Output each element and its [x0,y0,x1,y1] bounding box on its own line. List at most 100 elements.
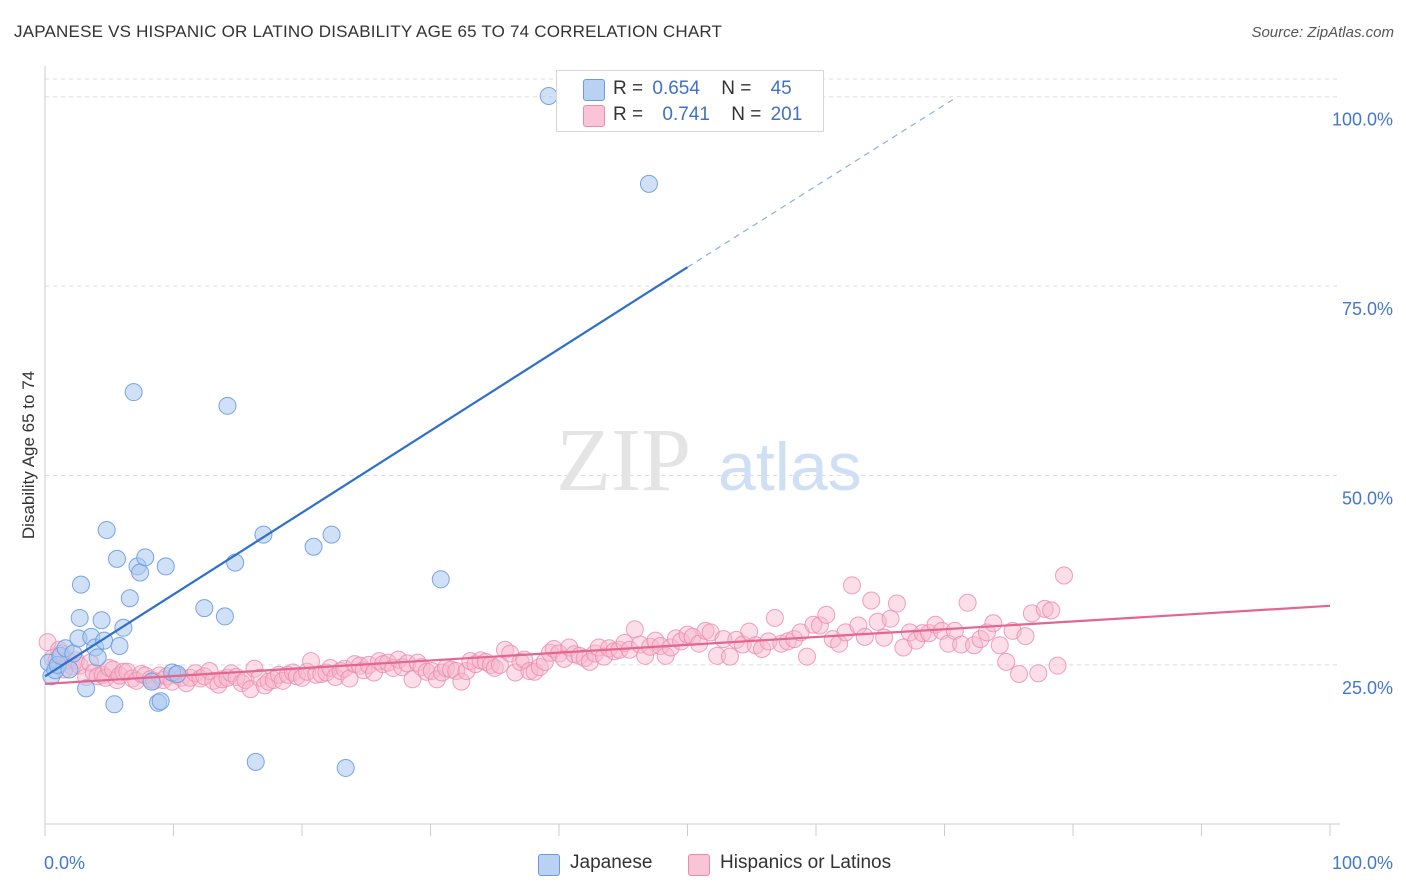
bottom-legend-swatch-japanese [538,854,560,876]
japanese-trend-line [44,266,689,678]
japanese-point [131,563,150,582]
japanese-point [71,575,90,594]
hispanic-point [887,594,906,613]
hispanic-point [810,616,829,635]
hispanic-point [765,608,784,627]
japanese-point [336,758,355,777]
japanese-point [226,553,245,572]
x-tick-label-max: 100.0% [1332,853,1393,873]
hispanic-point [661,638,680,657]
watermark-zip: ZIP [556,411,691,510]
japanese-point [105,695,124,714]
hispanic-point [881,609,900,628]
y-axis-title: Disability Age 65 to 74 [19,371,38,539]
japanese-point [107,549,126,568]
hispanic-point [727,630,746,649]
japanese-trend-extension [687,96,958,268]
bottom-legend-label-hispanic: Hispanics or Latinos [720,852,892,873]
japanese-point [70,608,89,627]
legend-n-value-japanese: 45 [770,78,792,99]
japanese-point [322,525,341,544]
hispanic-point [1055,566,1074,585]
hispanic-point [1010,665,1029,683]
japanese-point [142,672,161,691]
japanese-point [431,570,450,589]
hispanic-point [1029,664,1048,683]
hispanic-point [855,627,874,646]
japanese-point [304,537,323,556]
legend-n-label: N = [721,78,752,99]
hispanic-point [952,635,971,654]
hispanic-point [842,576,861,595]
hispanic-point [817,605,836,624]
axes [44,66,1340,836]
y-tick-label: 75.0% [1342,299,1393,319]
hispanic-point [530,658,549,677]
source-label: Source: ZipAtlas.com [1251,24,1394,41]
hispanic-point [195,667,214,686]
japanese-point [97,521,116,540]
hispanic-point [403,670,422,689]
hispanic-trend-line [44,604,1331,685]
hispanic-point [958,593,977,612]
hispanic-point [447,661,466,680]
japanese-point [218,396,237,415]
y-tick-label: 25.0% [1342,678,1393,698]
hispanic-point [984,614,1003,633]
legend: R = 0.654 N = 45 R = 0.741 N = 201 [556,70,824,132]
japanese-point [136,548,155,567]
japanese-point [246,752,265,771]
hispanic-point [625,620,644,639]
legend-n-label: N = [731,104,762,125]
hispanic-point [1035,599,1054,618]
hispanic-point [245,659,264,678]
hispanic-point [506,663,525,682]
y-tick-label: 50.0% [1342,489,1393,509]
legend-swatch-japanese [583,79,605,101]
hispanic-point [708,646,727,665]
hispanic-point [804,615,823,634]
japanese-point [77,679,96,698]
hispanic-point [264,671,283,690]
hispanic-point [646,631,665,650]
legend-r-value-japanese: 0.654 [652,78,700,99]
hispanic-point [990,636,1009,655]
hispanic-point [520,661,539,680]
hispanic-point [457,661,476,680]
hispanic-point [997,652,1016,671]
hispanic-point [1042,601,1061,620]
japanese-point [120,589,139,608]
grid-lines [45,78,1340,666]
legend-r-label: R = [613,104,644,125]
hispanic-point [589,638,608,657]
x-tick-label-min: 0.0% [44,853,85,873]
japanese-point [88,648,107,667]
hispanic-point [1016,627,1035,646]
legend-n-value-hispanic: 201 [770,104,803,125]
japanese-point [151,692,170,711]
hispanic-point [301,652,320,671]
watermark: ZIP atlas [556,411,862,510]
series-hispanic-points [38,566,1074,699]
bottom-legend-swatch-hispanic [688,854,710,876]
hispanic-point [340,669,359,688]
hispanic-point [452,672,471,691]
japanese-point [195,599,214,618]
japanese-point [168,665,187,683]
hispanic-point [417,662,436,681]
hispanic-point [913,624,932,643]
chart-title: JAPANESE VS HISPANIC OR LATINO DISABILIT… [14,22,723,41]
hispanic-point [862,591,881,610]
hispanic-point [1048,656,1067,675]
hispanic-point [555,649,574,668]
legend-r-label: R = [613,78,644,99]
bottom-legend-label-japanese: Japanese [570,852,653,873]
hispanic-point [977,623,996,642]
legend-r-value-hispanic: 0.741 [662,104,710,125]
hispanic-point [114,662,133,681]
hispanic-point [971,630,990,649]
trend-lines [44,96,1331,685]
y-tick-label: 100.0% [1332,110,1393,130]
hispanic-point [485,658,504,677]
